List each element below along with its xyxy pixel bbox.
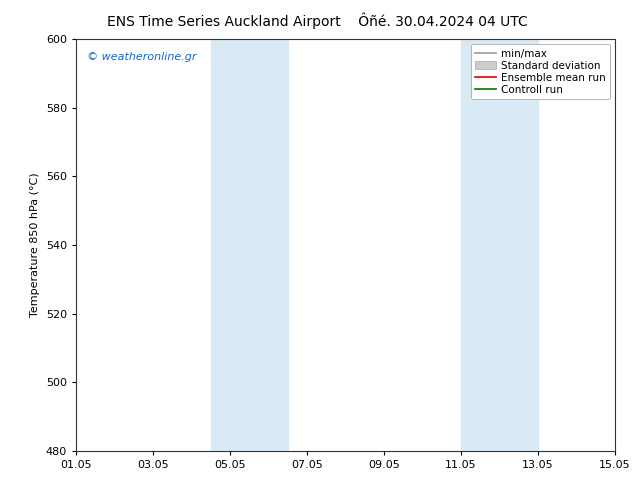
Y-axis label: Temperature 850 hPa (°C): Temperature 850 hPa (°C): [30, 172, 40, 318]
Text: © weatheronline.gr: © weatheronline.gr: [87, 51, 197, 62]
Text: ENS Time Series Auckland Airport    Ôñé. 30.04.2024 04 UTC: ENS Time Series Auckland Airport Ôñé. 30…: [107, 12, 527, 29]
Bar: [461, 39, 538, 451]
Legend: min/max, Standard deviation, Ensemble mean run, Controll run: min/max, Standard deviation, Ensemble me…: [470, 45, 610, 99]
Bar: [210, 39, 288, 451]
